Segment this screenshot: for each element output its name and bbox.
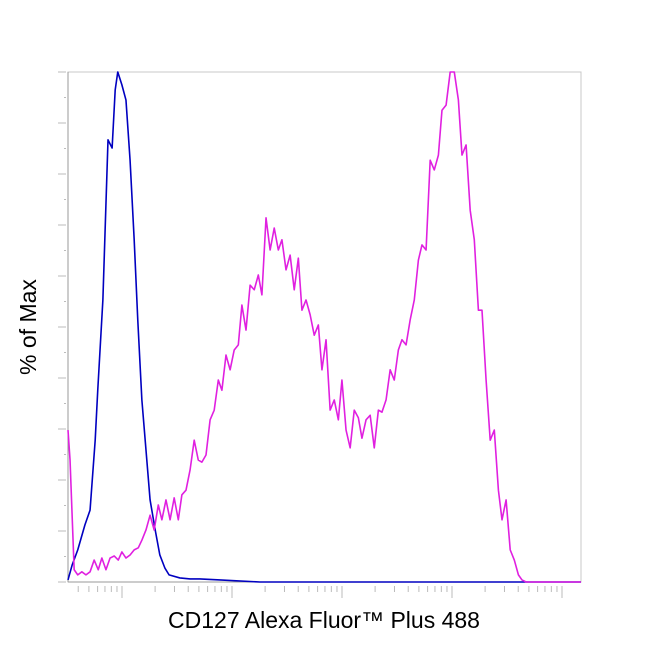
series-line — [67, 71, 581, 583]
series-line — [67, 71, 581, 583]
y-axis-label: % of Max — [15, 279, 41, 375]
x-axis-label: CD127 Alexa Fluor™ Plus 488 — [168, 607, 480, 633]
plot-frame — [67, 71, 582, 583]
